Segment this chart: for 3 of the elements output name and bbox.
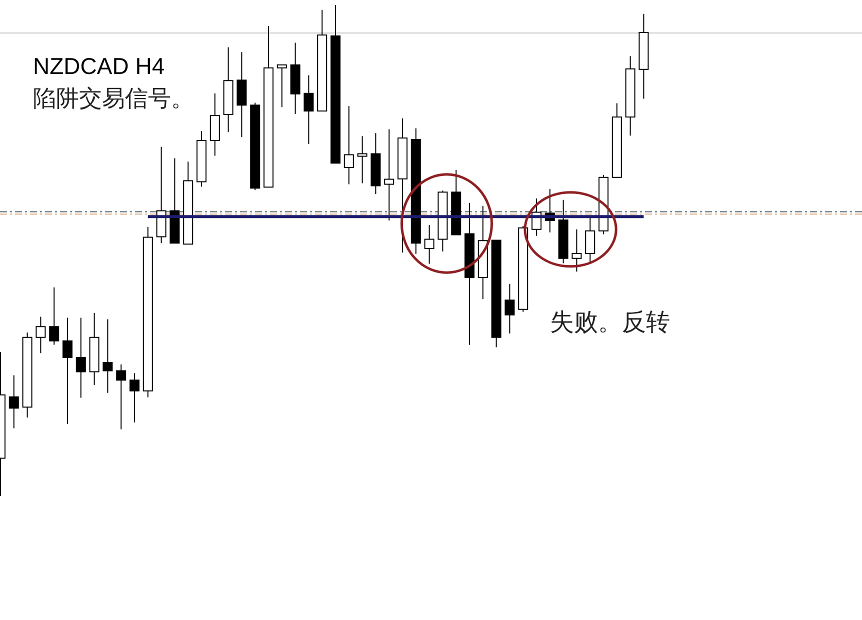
title: NZDCAD H4: [33, 53, 165, 79]
subtitle: 陷阱交易信号。: [33, 85, 194, 111]
annotation: 失败。反转: [550, 309, 670, 336]
